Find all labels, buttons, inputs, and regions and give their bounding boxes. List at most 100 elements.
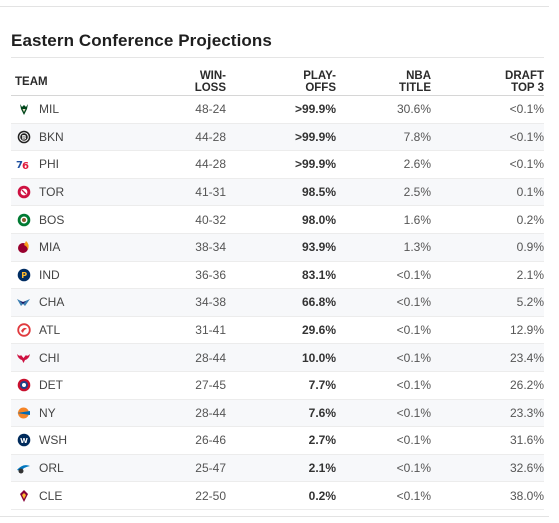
playoffs-cell: >99.9% (226, 150, 336, 179)
header-draft-top3[interactable]: DRAFT TOP 3 (431, 57, 544, 96)
team-abbr[interactable]: CHA (39, 295, 65, 310)
magic-logo-icon (16, 461, 31, 476)
team-cell[interactable]: DET (11, 371, 151, 400)
nba-title-cell: <0.1% (336, 261, 431, 290)
nba-title-cell: 1.3% (336, 233, 431, 262)
team-abbr[interactable]: MIL (39, 102, 60, 117)
nba-title-cell: 30.6% (336, 95, 431, 124)
cavaliers-logo-icon (16, 488, 31, 503)
team-cell[interactable]: B BKN (11, 123, 151, 152)
team-cell[interactable]: CHI (11, 343, 151, 372)
playoffs-cell: 7.6% (226, 399, 336, 428)
table-row: CHI 28-44 10.0% <0.1% 23.4% (11, 343, 544, 372)
team-abbr[interactable]: WSH (39, 433, 67, 448)
team-abbr[interactable]: DET (39, 378, 63, 393)
draft-top3-cell: <0.1% (431, 95, 544, 124)
playoffs-cell: 98.0% (226, 205, 336, 234)
team-abbr[interactable]: TOR (39, 185, 65, 200)
win-loss-cell: 44-28 (151, 123, 226, 152)
team-cell[interactable]: W WSH (11, 426, 151, 455)
draft-top3-cell: 0.2% (431, 205, 544, 234)
table-row: MIA 38-34 93.9% 1.3% 0.9% (11, 233, 544, 262)
table-row: W WSH 26-46 2.7% <0.1% 31.6% (11, 426, 544, 455)
header-win-loss[interactable]: WIN- LOSS (151, 57, 226, 96)
team-cell[interactable]: P IND (11, 261, 151, 290)
nba-title-cell: <0.1% (336, 426, 431, 455)
bulls-logo-icon (16, 350, 31, 365)
pistons-logo-icon (16, 378, 31, 393)
table-row: MIL 48-24 >99.9% 30.6% <0.1% (11, 95, 544, 124)
win-loss-cell: 44-28 (151, 150, 226, 179)
hornets-logo-icon (16, 295, 31, 310)
wizards-logo-icon: W (16, 433, 31, 448)
team-abbr[interactable]: PHI (39, 157, 60, 172)
draft-top3-cell: 0.9% (431, 233, 544, 262)
win-loss-cell: 25-47 (151, 454, 226, 483)
projections-panel: Eastern Conference Projections TEAM WIN-… (0, 6, 549, 517)
team-cell[interactable]: MIA (11, 233, 151, 262)
win-loss-cell: 36-36 (151, 261, 226, 290)
header-draft-top3-line2: TOP 3 (511, 82, 544, 94)
team-cell[interactable]: CLE (11, 481, 151, 510)
win-loss-cell: 28-44 (151, 343, 226, 372)
team-abbr[interactable]: BKN (39, 129, 64, 144)
bucks-logo-icon (16, 102, 31, 117)
win-loss-cell: 41-31 (151, 178, 226, 207)
playoffs-cell: >99.9% (226, 95, 336, 124)
draft-top3-cell: 5.2% (431, 288, 544, 317)
heat-logo-icon (16, 240, 31, 255)
team-abbr[interactable]: BOS (39, 212, 65, 227)
team-abbr[interactable]: CLE (39, 488, 63, 503)
table-row: CLE 22-50 0.2% <0.1% 38.0% (11, 481, 544, 510)
table-row: NY 28-44 7.6% <0.1% 23.3% (11, 399, 544, 428)
team-abbr[interactable]: ATL (39, 323, 61, 338)
nba-title-cell: 2.6% (336, 150, 431, 179)
table-row: DET 27-45 7.7% <0.1% 26.2% (11, 371, 544, 400)
table-row: B BKN 44-28 >99.9% 7.8% <0.1% (11, 123, 544, 152)
team-abbr[interactable]: NY (39, 405, 56, 420)
playoffs-cell: 93.9% (226, 233, 336, 262)
team-cell[interactable]: ORL (11, 454, 151, 483)
header-nba-title[interactable]: NBA TITLE (336, 57, 431, 96)
team-cell[interactable]: MIL (11, 95, 151, 124)
team-cell[interactable]: BOS (11, 205, 151, 234)
header-draft-top3-line1: DRAFT (505, 70, 544, 82)
svg-text:B: B (21, 134, 26, 141)
hawks-logo-icon (16, 323, 31, 338)
draft-top3-cell: <0.1% (431, 123, 544, 152)
draft-top3-cell: 23.3% (431, 399, 544, 428)
playoffs-cell: 7.7% (226, 371, 336, 400)
table-row: TOR 41-31 98.5% 2.5% 0.1% (11, 178, 544, 207)
knicks-logo-icon (16, 405, 31, 420)
page-title: Eastern Conference Projections (11, 31, 272, 50)
svg-text:6: 6 (22, 161, 29, 171)
svg-text:7: 7 (16, 160, 23, 171)
win-loss-cell: 40-32 (151, 205, 226, 234)
playoffs-cell: 98.5% (226, 178, 336, 207)
team-cell[interactable]: ATL (11, 316, 151, 345)
team-abbr[interactable]: ORL (39, 461, 64, 476)
team-cell[interactable]: CHA (11, 288, 151, 317)
header-playoffs[interactable]: PLAY- OFFS (226, 57, 336, 96)
projections-table: TEAM WIN- LOSS PLAY- OFFS NBA TITLE DRAFT TO… (11, 57, 544, 510)
team-abbr[interactable]: CHI (39, 350, 60, 365)
header-nba-title-line1: NBA (406, 70, 431, 82)
team-cell[interactable]: NY (11, 399, 151, 428)
table-row: ORL 25-47 2.1% <0.1% 32.6% (11, 454, 544, 483)
playoffs-cell: 0.2% (226, 481, 336, 510)
svg-text:P: P (21, 271, 27, 280)
draft-top3-cell: <0.1% (431, 150, 544, 179)
playoffs-cell: 10.0% (226, 343, 336, 372)
table-row: CHA 34-38 66.8% <0.1% 5.2% (11, 288, 544, 317)
header-win-loss-line1: WIN- (199, 70, 226, 82)
team-abbr[interactable]: IND (39, 267, 60, 282)
header-win-loss-line2: LOSS (194, 82, 226, 94)
team-abbr[interactable]: MIA (39, 240, 61, 255)
playoffs-cell: 2.7% (226, 426, 336, 455)
header-team[interactable]: TEAM (11, 57, 151, 96)
team-cell[interactable]: TOR (11, 178, 151, 207)
table-row: ATL 31-41 29.6% <0.1% 12.9% (11, 316, 544, 345)
